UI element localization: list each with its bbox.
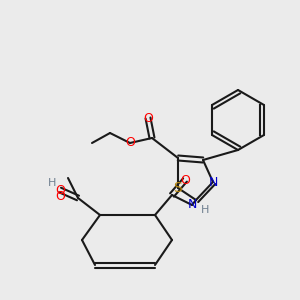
Text: O: O [55, 190, 65, 203]
Text: H: H [201, 205, 209, 215]
Text: N: N [208, 176, 218, 188]
Text: H: H [48, 178, 56, 188]
Text: O: O [143, 112, 153, 124]
Text: O: O [180, 173, 190, 187]
Text: S: S [174, 181, 182, 195]
Text: O: O [125, 136, 135, 149]
Text: O: O [55, 184, 65, 196]
Text: N: N [187, 199, 197, 212]
